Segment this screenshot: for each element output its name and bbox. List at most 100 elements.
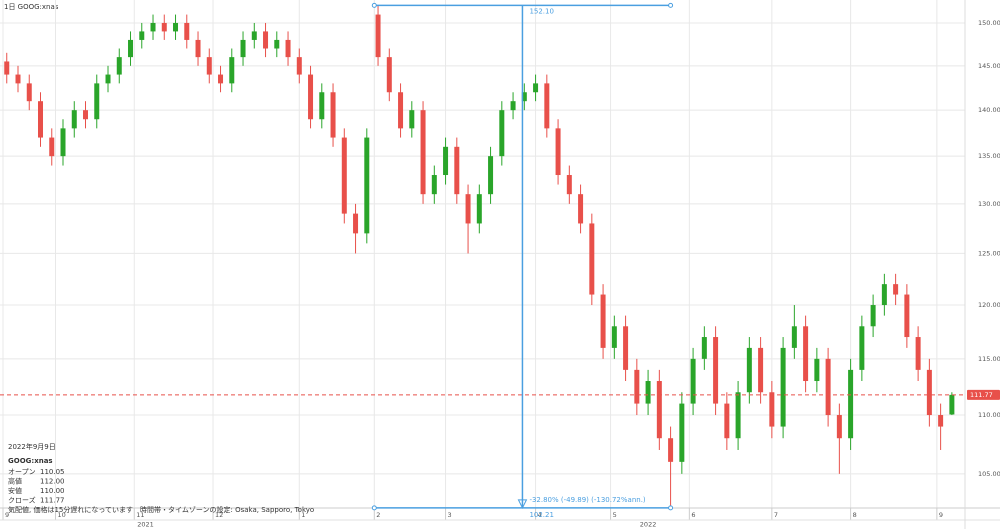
candle-body xyxy=(60,128,66,157)
y-tick-label: 135.00 xyxy=(978,152,1000,160)
candle-body xyxy=(679,403,685,462)
candle-body xyxy=(690,358,696,404)
x-tick-label: 9 xyxy=(5,511,9,519)
x-tick-label: 9 xyxy=(939,511,943,519)
candle-body xyxy=(544,83,550,129)
candle-body xyxy=(645,381,651,404)
measure-handle xyxy=(668,505,674,511)
candle-body xyxy=(454,146,460,195)
candle-body xyxy=(555,128,561,176)
candle-body xyxy=(195,39,201,58)
candle-body xyxy=(656,381,662,439)
info-label: オープン xyxy=(8,468,36,476)
price-badge-text: 111.77 xyxy=(970,391,993,399)
info-label: クローズ xyxy=(8,496,36,505)
y-tick-label: 105.00 xyxy=(978,470,1000,478)
candle-body xyxy=(139,31,145,40)
candle-body xyxy=(938,415,944,427)
candle-body xyxy=(49,137,55,157)
candle-body xyxy=(949,394,955,415)
measure-handle xyxy=(668,2,674,8)
y-tick-label: 125.00 xyxy=(978,249,1000,257)
x-tick-label: 11 xyxy=(136,511,144,519)
measure-handle xyxy=(371,505,377,511)
y-tick-label: 150.00 xyxy=(978,19,1000,27)
x-tick-label: 12 xyxy=(215,511,223,519)
candle-body xyxy=(814,358,820,382)
candle-body xyxy=(836,415,842,439)
x-tick-label: 8 xyxy=(853,511,857,519)
y-tick-label: 120.00 xyxy=(978,301,1000,309)
x-tick-label: 2 xyxy=(376,511,380,519)
x-tick-label: 5 xyxy=(613,511,617,519)
candle-body xyxy=(128,39,134,58)
y-tick-label: 140.00 xyxy=(978,106,1000,114)
candle-body xyxy=(161,22,167,32)
x-tick-label: 4 xyxy=(538,511,542,519)
candle-body xyxy=(206,57,212,75)
candle-body xyxy=(308,74,314,120)
measure-arrow xyxy=(517,499,528,509)
candle-body xyxy=(713,337,719,404)
candle-body xyxy=(600,294,606,348)
candle-body xyxy=(240,39,246,58)
candle-body xyxy=(735,392,741,439)
candle-body xyxy=(634,369,640,404)
candle-body xyxy=(364,137,370,234)
y-tick-label: 110.00 xyxy=(978,411,1000,419)
info-value: 110.00 xyxy=(40,487,65,495)
candle-body xyxy=(251,31,257,40)
candle-body xyxy=(476,194,482,224)
candle-body xyxy=(769,392,775,427)
candle-body xyxy=(4,61,10,75)
price-badge xyxy=(967,389,1000,400)
measure-start: 152.10 xyxy=(529,7,554,15)
candle-body xyxy=(566,175,572,195)
candle-body xyxy=(150,22,156,32)
candle-body xyxy=(780,347,786,427)
measure-handle xyxy=(371,2,377,8)
candle-body xyxy=(71,110,77,129)
y-tick-label: 115.00 xyxy=(978,355,1000,363)
candle-body xyxy=(499,110,505,157)
candle-body xyxy=(116,57,122,75)
candle-body xyxy=(533,83,539,93)
info-value: 111.77 xyxy=(40,497,65,505)
candle-body xyxy=(353,213,359,234)
chart-title: 1日 GOOG:xnas xyxy=(4,3,59,11)
year-label: 2021 xyxy=(137,521,154,529)
x-tick-label: 10 xyxy=(58,511,66,519)
candle-body xyxy=(398,92,404,129)
candle-body xyxy=(38,101,44,138)
candle-body xyxy=(15,74,21,84)
candle-body xyxy=(926,369,932,416)
candle-body xyxy=(420,110,426,195)
candle-body xyxy=(611,326,617,348)
candle-body xyxy=(668,438,674,462)
candle-body xyxy=(510,101,516,111)
candle-body xyxy=(296,57,302,75)
candle-body xyxy=(904,294,910,338)
measure-change: -32.80% (-49.89) (-130.72%ann.) xyxy=(529,496,645,504)
x-tick-label: 1 xyxy=(301,511,305,519)
candle-body xyxy=(443,146,449,176)
candle-body xyxy=(263,31,269,49)
y-tick-label: 145.00 xyxy=(978,62,1000,70)
candle-body xyxy=(229,57,235,84)
candle-body xyxy=(409,110,415,129)
candle-body xyxy=(893,284,899,295)
candle-body xyxy=(521,92,527,102)
y-tick-label: 130.00 xyxy=(978,200,1000,208)
candle-body xyxy=(701,337,707,359)
measure-end: 102.21 xyxy=(529,511,554,519)
candle-body xyxy=(825,358,831,416)
candle-body xyxy=(285,39,291,58)
candle-body xyxy=(623,326,629,370)
info-note: 気配値, 価格は15分遅れになっています 時間帯・タイムゾーンの設定: Osak… xyxy=(8,505,314,514)
candle-body xyxy=(758,347,764,393)
candle-body xyxy=(105,74,111,84)
year-label: 2022 xyxy=(640,521,657,529)
info-label: 高値 xyxy=(8,477,22,486)
candle-body xyxy=(791,326,797,348)
candle-body xyxy=(94,83,100,120)
